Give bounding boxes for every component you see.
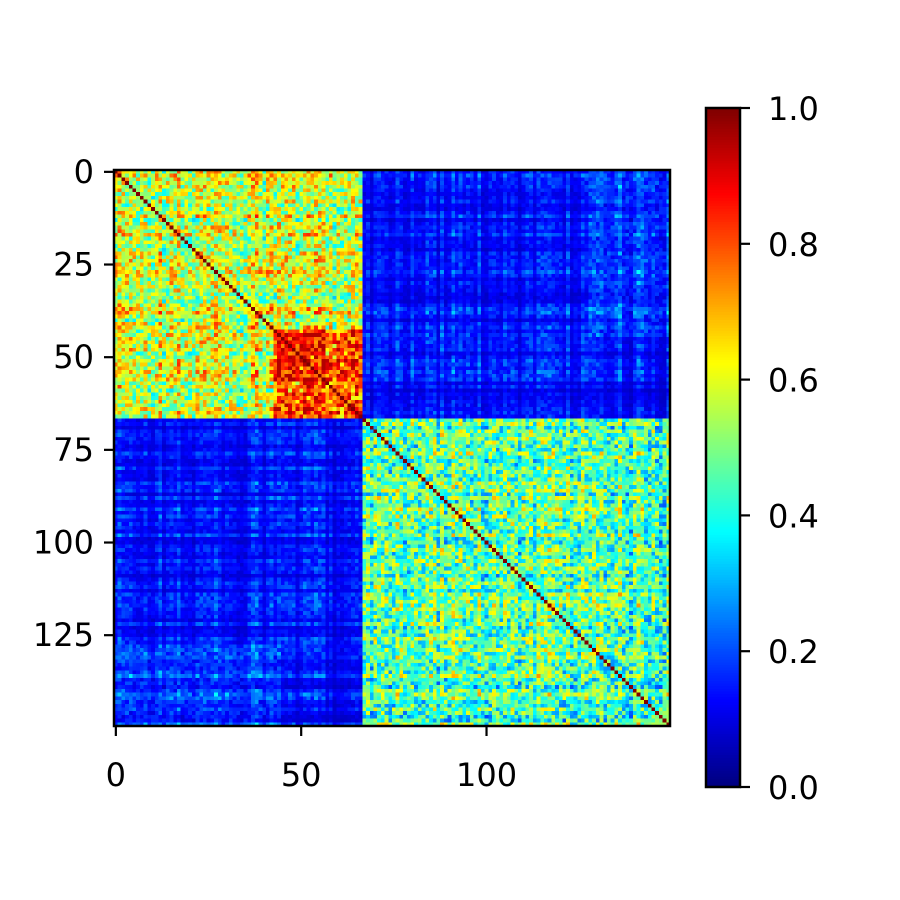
- colorbar-tick-label: 1.0: [768, 90, 819, 128]
- y-tick-label: 0: [74, 153, 94, 191]
- x-tick-label: 100: [456, 756, 517, 794]
- colorbar-frame: [704, 106, 742, 789]
- heatmap-frame: [112, 168, 672, 728]
- y-tick-label: 25: [53, 246, 94, 284]
- colorbar-tick-label: 0.4: [768, 497, 819, 535]
- x-tick-label: 0: [106, 756, 126, 794]
- x-axis-ticks: 0 50 100: [106, 726, 517, 794]
- colorbar-tick-label: 0.0: [768, 769, 819, 807]
- colorbar-ticks: 0.0 0.2 0.4 0.6 0.8 1.0: [740, 90, 819, 807]
- y-tick-label: 75: [53, 431, 94, 469]
- colorbar-tick-label: 0.8: [768, 226, 819, 264]
- colorbar-tick-label: 0.6: [768, 362, 819, 400]
- y-axis-ticks: 0 25 50 75 100 125: [33, 153, 114, 654]
- heatmap-matrix: [114, 170, 670, 726]
- colorbar-tick-label: 0.2: [768, 633, 819, 671]
- colorbar-gradient: [706, 108, 740, 787]
- x-tick-label: 50: [281, 756, 322, 794]
- y-tick-label: 100: [33, 524, 94, 562]
- y-tick-label: 125: [33, 616, 94, 654]
- y-tick-label: 50: [53, 338, 94, 376]
